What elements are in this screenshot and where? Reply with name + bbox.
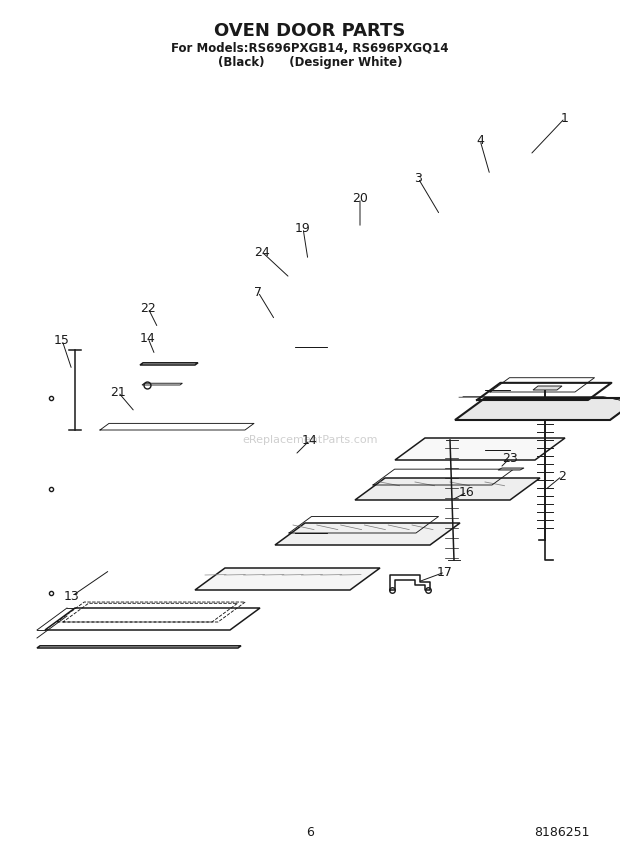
Text: 4: 4 (476, 134, 484, 146)
Text: 13: 13 (64, 590, 80, 603)
Text: 1: 1 (561, 111, 569, 124)
Polygon shape (533, 386, 562, 390)
Polygon shape (395, 438, 565, 460)
Text: 14: 14 (302, 433, 318, 447)
Polygon shape (195, 568, 380, 590)
Text: 14: 14 (140, 331, 156, 344)
Text: 22: 22 (140, 301, 156, 314)
Polygon shape (140, 363, 198, 365)
Text: 17: 17 (437, 566, 453, 579)
Text: (Black)      (Designer White): (Black) (Designer White) (218, 56, 402, 69)
Text: 20: 20 (352, 192, 368, 205)
Polygon shape (37, 645, 241, 648)
Text: 3: 3 (414, 171, 422, 185)
Polygon shape (45, 608, 260, 630)
Text: 8186251: 8186251 (534, 825, 590, 839)
Polygon shape (142, 383, 182, 385)
Polygon shape (355, 478, 540, 500)
Text: OVEN DOOR PARTS: OVEN DOOR PARTS (215, 22, 405, 40)
Text: 21: 21 (110, 385, 126, 399)
Polygon shape (275, 523, 460, 545)
Text: 24: 24 (254, 246, 270, 259)
Text: 2: 2 (558, 469, 566, 483)
Text: eReplacementParts.com: eReplacementParts.com (242, 435, 378, 445)
Text: 16: 16 (459, 485, 475, 498)
Text: For Models:RS696PXGB14, RS696PXGQ14: For Models:RS696PXGB14, RS696PXGQ14 (171, 42, 449, 55)
Text: 23: 23 (502, 451, 518, 465)
Text: 15: 15 (54, 334, 70, 347)
Text: 6: 6 (306, 825, 314, 839)
Polygon shape (455, 398, 620, 420)
Text: 7: 7 (254, 286, 262, 299)
Text: 19: 19 (295, 222, 311, 235)
Polygon shape (498, 468, 524, 470)
